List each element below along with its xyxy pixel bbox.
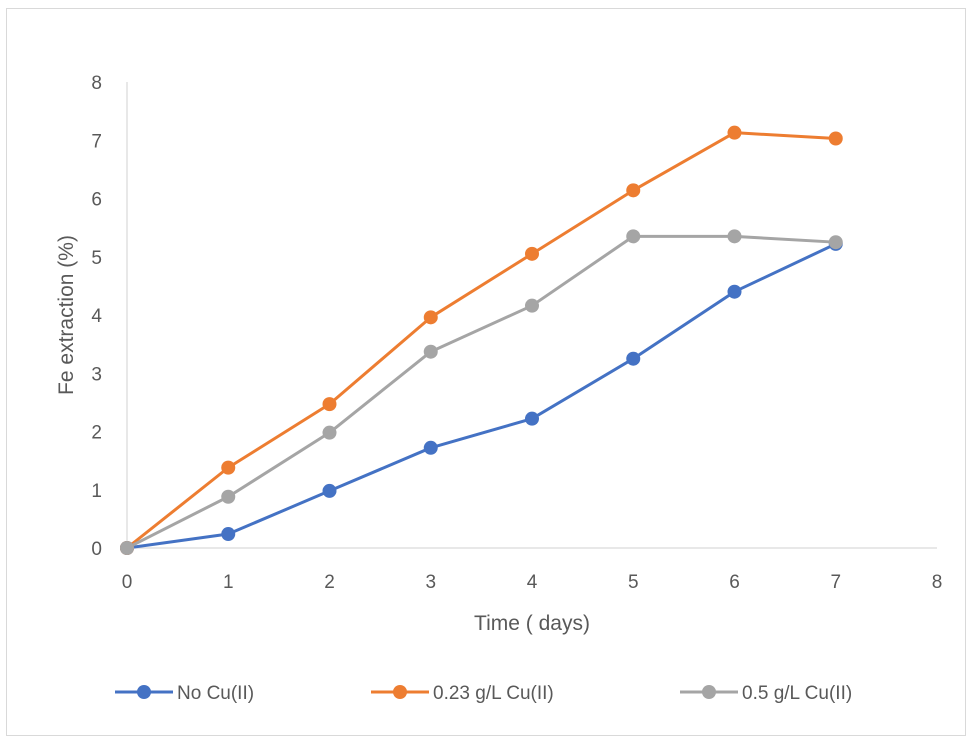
data-point-1 xyxy=(322,397,337,412)
data-point-0 xyxy=(322,483,337,498)
y-axis-title: Fe extraction (%) xyxy=(55,235,78,395)
x-tick-label: 2 xyxy=(324,572,335,593)
y-tick-label: 8 xyxy=(91,73,102,94)
legend-label: No Cu(II) xyxy=(177,683,254,704)
y-tick-label: 2 xyxy=(91,423,102,444)
x-tick-label: 0 xyxy=(122,572,133,593)
y-tick-label: 6 xyxy=(91,190,102,211)
data-point-2 xyxy=(525,298,539,313)
data-point-2 xyxy=(221,489,236,504)
y-tick-label: 1 xyxy=(91,481,102,502)
legend-label: 0.23 g/L Cu(II) xyxy=(433,683,554,704)
data-point-0 xyxy=(727,284,742,299)
series-line-2 xyxy=(126,234,836,550)
data-point-1 xyxy=(221,460,236,475)
x-tick-label: 1 xyxy=(223,572,234,593)
series-markers xyxy=(120,125,843,555)
data-point-1 xyxy=(626,183,641,198)
y-tick-label: 4 xyxy=(91,306,102,327)
data-point-1 xyxy=(525,246,539,261)
data-point-2 xyxy=(120,541,134,555)
y-tick-label: 3 xyxy=(91,364,102,385)
y-tick-labels: 0 1 2 3 4 5 6 7 8 xyxy=(91,73,102,560)
legend-item: 0.23 g/L Cu(II) xyxy=(371,683,554,704)
data-point-1 xyxy=(423,310,438,325)
legend-marker xyxy=(393,685,407,699)
data-point-2 xyxy=(727,229,742,244)
x-tick-label: 3 xyxy=(425,572,436,593)
legend-label: 0.5 g/L Cu(II) xyxy=(742,683,852,704)
chart-frame xyxy=(6,8,966,736)
y-tick-label: 0 xyxy=(91,539,102,560)
data-point-0 xyxy=(423,440,438,455)
axes xyxy=(126,82,937,549)
x-axis-title: Time ( days) xyxy=(474,612,590,635)
x-tick-label: 5 xyxy=(628,572,639,593)
series-line-0 xyxy=(126,242,837,550)
data-point-2 xyxy=(828,235,843,250)
data-point-1 xyxy=(727,125,742,140)
x-tick-label: 7 xyxy=(830,572,841,593)
x-tick-label: 8 xyxy=(932,572,943,593)
data-point-2 xyxy=(626,229,641,244)
legend-item: No Cu(II) xyxy=(115,683,254,704)
legend-marker xyxy=(137,685,151,699)
y-tick-label: 7 xyxy=(91,131,102,152)
data-point-0 xyxy=(525,411,539,426)
data-point-0 xyxy=(626,351,641,366)
x-tick-label: 6 xyxy=(729,572,740,593)
data-point-2 xyxy=(423,344,438,359)
y-tick-label: 5 xyxy=(91,248,102,269)
data-point-2 xyxy=(322,425,337,440)
legend-item: 0.5 g/L Cu(II) xyxy=(680,683,852,704)
series-lines xyxy=(126,131,837,550)
legend: No Cu(II) 0.23 g/L Cu(II) 0.5 g/L Cu(II) xyxy=(115,683,852,704)
x-tick-labels: 0 1 2 3 4 5 6 7 8 xyxy=(122,572,943,593)
data-point-0 xyxy=(221,527,236,542)
series-line-1 xyxy=(126,131,836,550)
legend-marker xyxy=(702,685,716,699)
data-point-1 xyxy=(828,131,843,146)
x-tick-label: 4 xyxy=(527,572,538,593)
